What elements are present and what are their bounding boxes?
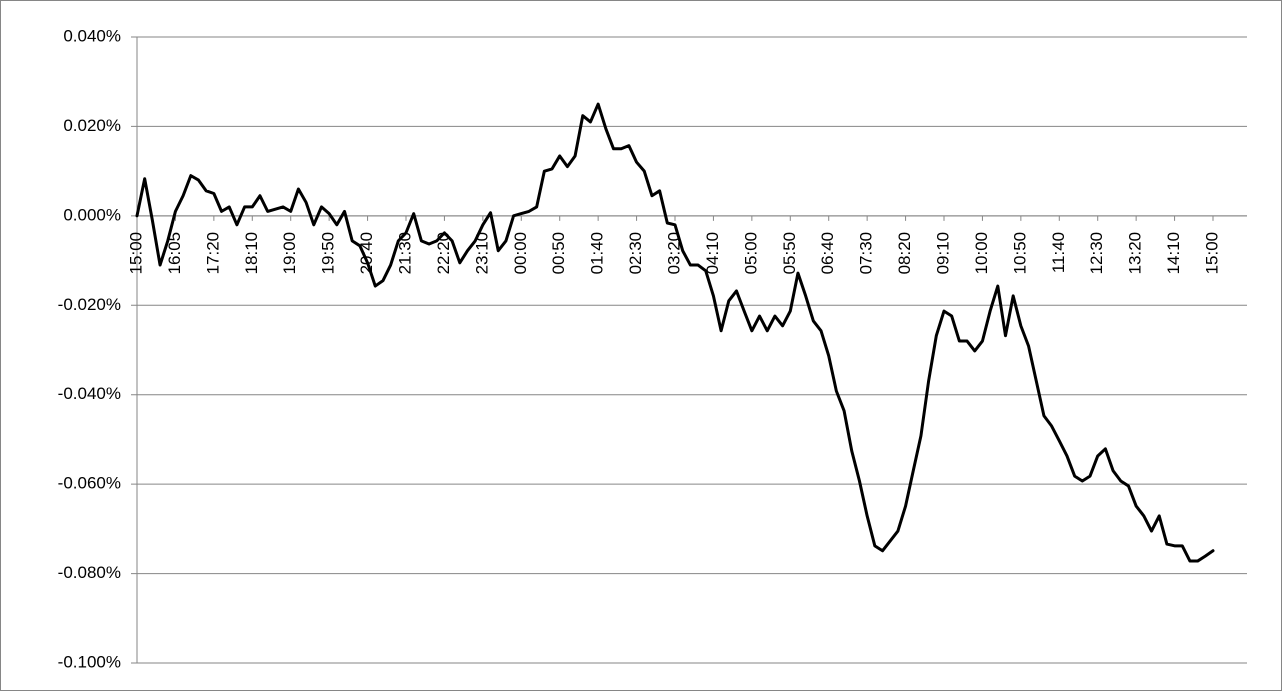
x-tick-label: 01:40 (588, 232, 607, 275)
x-tick-label: 07:30 (857, 232, 876, 275)
x-tick-label: 14:10 (1164, 232, 1183, 275)
x-tick-label: 19:00 (280, 232, 299, 275)
x-tick-label: 05:50 (780, 232, 799, 275)
x-tick-label: 18:10 (242, 232, 261, 275)
y-tick-label: 0.000% (63, 205, 121, 224)
x-tick-label: 23:10 (472, 232, 491, 275)
x-tick-label: 06:40 (818, 232, 837, 275)
x-tick-label: 20:40 (357, 232, 376, 275)
x-tick-label: 22:20 (434, 232, 453, 275)
x-tick-label: 09:10 (933, 232, 952, 275)
x-tick-label: 17:20 (203, 232, 222, 275)
x-tick-label: 12:30 (1087, 232, 1106, 275)
y-tick-label: -0.080% (58, 563, 121, 582)
x-tick-label: 19:50 (319, 232, 338, 275)
x-tick-label: 15:00 (1202, 232, 1221, 275)
x-tick-label: 00:50 (549, 232, 568, 275)
y-tick-label: 0.020% (63, 116, 121, 135)
x-tick-label: 11:40 (1049, 232, 1068, 273)
x-tick-label: 16:05 (165, 232, 184, 275)
y-tick-label: -0.060% (58, 474, 121, 493)
x-tick-label: 02:30 (626, 232, 645, 275)
x-tick-label: 05:00 (741, 232, 760, 275)
x-tick-label: 08:20 (895, 232, 914, 275)
x-tick-label: 10:00 (972, 232, 991, 275)
y-tick-label: -0.040% (58, 384, 121, 403)
x-tick-label: 03:20 (664, 232, 683, 275)
data-line (135, 102, 1215, 563)
x-tick-label: 21:30 (395, 232, 414, 275)
x-tick-label: 00:00 (511, 232, 530, 275)
y-tick-label: 0.040% (63, 26, 121, 45)
x-tick-label: 10:50 (1010, 232, 1029, 275)
y-tick-label: -0.100% (58, 652, 121, 671)
y-tick-label: -0.020% (58, 295, 121, 314)
x-tick-label: 15:00 (126, 232, 145, 275)
x-tick-label: 13:20 (1126, 232, 1145, 275)
x-tick-label: 04:10 (703, 232, 722, 275)
